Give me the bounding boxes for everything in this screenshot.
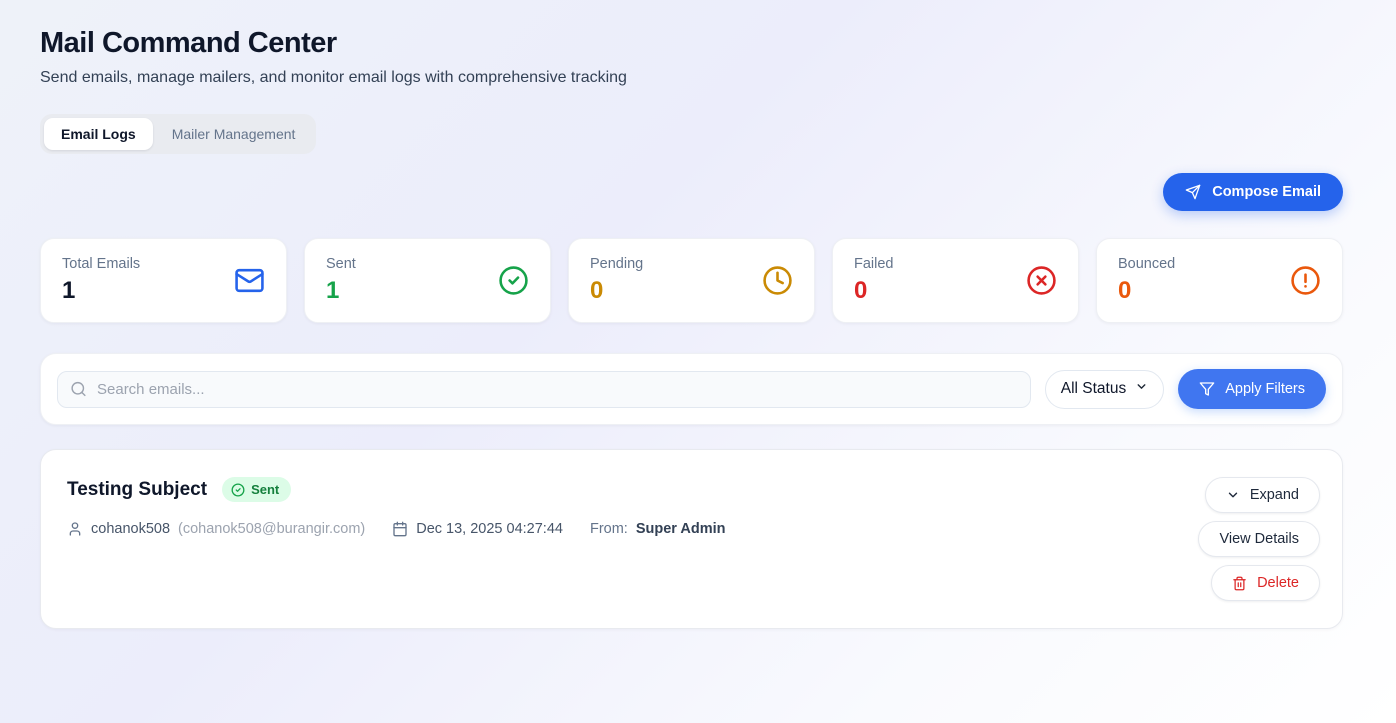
from-label: From: [589,521,628,537]
email-meta-row: cohanok508 (cohanok508@burangir.com) Dec… [67,521,726,537]
stat-label: Failed [854,256,894,272]
tab-bar: Email Logs Mailer Management [40,114,317,154]
mail-icon [234,265,265,296]
apply-filters-button[interactable]: Apply Filters [1178,369,1326,409]
stat-value: 0 [590,277,604,304]
stats-row: Total Emails 1 Sent 1 Pending 0 [40,238,1343,323]
stat-card-total-emails: Total Emails 1 [40,238,287,323]
filter-icon [1199,381,1215,397]
email-date: Dec 13, 2025 04:27:44 [416,521,563,537]
stat-value: 0 [854,277,868,304]
stat-card-bounced: Bounced 0 [1096,238,1343,323]
page-header: Mail Command Center Send emails, manage … [40,0,1343,87]
compose-email-label: Compose Email [1212,184,1321,200]
delete-label: Delete [1257,575,1299,591]
from-name: Super Admin [635,521,726,537]
trash-icon [1233,576,1246,590]
stat-label: Sent [326,256,356,272]
stat-label: Pending [590,256,644,272]
status-select-value: All Status [1060,380,1127,397]
actions-row: Compose Email [40,173,1343,211]
page: Mail Command Center Send emails, manage … [40,0,1343,629]
email-log-info: Testing Subject Sent cohanok508 (cohanok… [67,477,726,601]
stat-label: Bounced [1118,256,1176,272]
status-badge-label: Sent [251,482,280,497]
stat-value: 1 [62,277,76,304]
date-group: Dec 13, 2025 04:27:44 [392,521,563,537]
view-details-label: View Details [1219,531,1299,547]
search-field-wrap [57,370,1031,408]
stat-card-pending: Pending 0 [568,238,815,323]
recipient-name: cohanok508 [91,521,171,537]
chevron-down-icon [1135,380,1148,398]
subject-row: Testing Subject Sent [67,477,726,502]
check-circle-icon [231,483,245,496]
tab-mailer-management[interactable]: Mailer Management [155,118,313,150]
recipient-group: cohanok508 (cohanok508@burangir.com) [67,521,365,537]
stat-value: 1 [326,277,340,304]
status-badge: Sent [222,477,292,502]
expand-label: Expand [1249,487,1299,503]
check-circle-icon [498,265,529,296]
email-actions: Expand View Details Delete [1198,477,1320,601]
calendar-icon [393,521,407,537]
email-subject: Testing Subject [67,478,208,500]
user-icon [69,522,81,536]
apply-filters-label: Apply Filters [1225,381,1305,397]
email-log-item: Testing Subject Sent cohanok508 (cohanok… [40,449,1343,629]
clock-icon [762,265,793,296]
filter-bar: All Status Apply Filters [40,353,1343,425]
delete-button[interactable]: Delete [1211,565,1320,601]
search-icon [70,381,87,398]
search-input[interactable] [57,370,1031,408]
stat-card-sent: Sent 1 [304,238,551,323]
recipient-email: (cohanok508@burangir.com) [178,521,366,537]
stat-value: 0 [1118,277,1132,304]
page-subtitle: Send emails, manage mailers, and monitor… [40,69,627,86]
tab-email-logs[interactable]: Email Logs [44,118,153,150]
from-group: From: Super Admin [590,521,726,537]
chevron-down-icon [1228,492,1238,498]
send-icon [1185,184,1201,200]
stat-card-failed: Failed 0 [832,238,1079,323]
alert-circle-icon [1290,265,1321,296]
expand-button[interactable]: Expand [1204,477,1320,513]
stat-label: Total Emails [62,256,141,272]
view-details-button[interactable]: View Details [1198,521,1320,557]
x-circle-icon [1026,265,1057,296]
page-title: Mail Command Center [40,27,337,59]
status-select[interactable]: All Status [1044,369,1165,409]
compose-email-button[interactable]: Compose Email [1163,173,1343,211]
